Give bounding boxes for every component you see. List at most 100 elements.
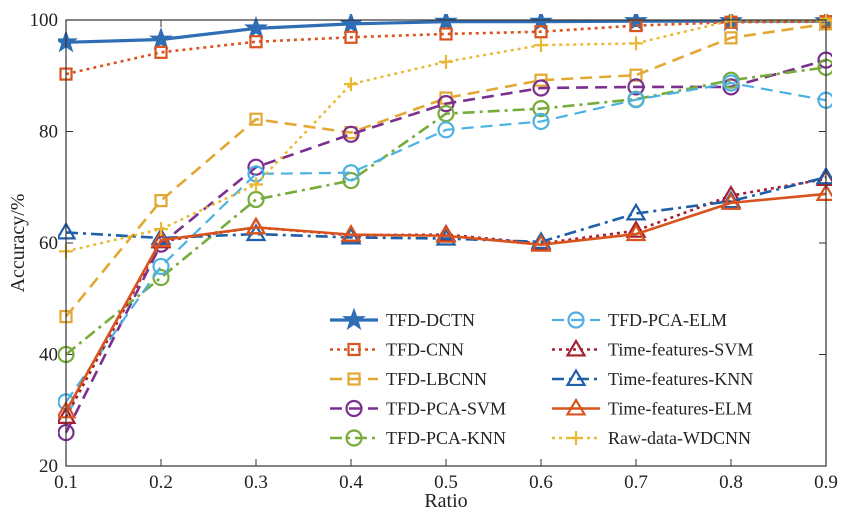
data-point-raw-data-wdcnn — [629, 36, 643, 51]
x-axis-label: Ratio — [424, 490, 467, 512]
legend-label: TFD-CNN — [386, 340, 464, 360]
data-point-raw-data-wdcnn — [344, 77, 358, 92]
legend-label: Raw-data-WDCNN — [608, 428, 751, 448]
x-tick-label: 0.2 — [149, 472, 173, 493]
data-point-tfd-pca-elm — [437, 121, 455, 139]
data-point-tfd-pca-knn — [247, 190, 265, 209]
series-time-features-elm — [58, 183, 832, 419]
legend-item-tfd-dctn: TFD-DCTN — [330, 307, 475, 331]
data-point-tfd-pca-knn — [532, 100, 550, 118]
plot-frame — [65, 19, 827, 467]
series-line-tfd-pca-knn — [65, 66, 827, 356]
legend-swatch-marker — [565, 397, 587, 416]
legend-swatch-marker — [569, 431, 583, 445]
legend-label: TFD-PCA-KNN — [386, 428, 506, 448]
legend-swatch-marker — [345, 429, 363, 447]
x-tick-label: 0.7 — [624, 472, 648, 493]
data-point-tfd-pca-svm — [342, 125, 360, 143]
series-tfd-dctn — [58, 14, 832, 53]
legend-item-time-features-svm: Time-features-SVM — [552, 338, 753, 360]
data-point-tfd-cnn — [249, 35, 263, 49]
data-point-tfd-pca-svm — [437, 95, 455, 113]
x-tick-label: 0.3 — [244, 472, 268, 493]
legend-item-tfd-cnn: TFD-CNN — [330, 340, 464, 360]
series-raw-data-wdcnn — [59, 14, 832, 259]
data-point-tfd-dctn — [339, 14, 363, 35]
data-point-tfd-lbcnn — [629, 68, 643, 82]
data-point-tfd-lbcnn — [724, 31, 738, 45]
legend-label: Time-features-KNN — [608, 369, 753, 389]
legend-swatch-marker — [567, 311, 585, 329]
legend-label: TFD-DCTN — [386, 310, 475, 330]
legend: TFD-DCTN TFD-CNN TFD-LBCNN TFD-PCA-SVM TFD-P… — [324, 300, 814, 458]
y-tick-label: 100 — [30, 10, 59, 31]
data-point-tfd-cnn — [439, 27, 453, 41]
x-tick-label: 0.1 — [54, 472, 78, 493]
data-point-time-features-elm — [340, 223, 362, 242]
data-point-tfd-pca-svm — [247, 158, 265, 176]
series-tfd-pca-knn — [58, 58, 832, 364]
legend-item-time-features-knn: Time-features-KNN — [552, 368, 753, 389]
data-point-tfd-lbcnn — [534, 73, 548, 87]
data-point-tfd-dctn — [149, 26, 173, 50]
legend-item-tfd-pca-knn: TFD-PCA-KNN — [330, 428, 506, 448]
data-point-tfd-cnn — [154, 45, 168, 59]
legend-label: Time-features-ELM — [608, 399, 752, 419]
legend-swatch-marker — [347, 342, 361, 357]
data-point-time-features-knn — [340, 226, 362, 245]
data-point-tfd-pca-elm — [342, 164, 360, 182]
data-point-time-features-elm — [435, 225, 457, 243]
data-point-tfd-cnn — [344, 30, 358, 44]
series-line-time-features-elm — [64, 192, 827, 413]
data-point-tfd-pca-elm — [627, 91, 645, 109]
data-point-tfd-pca-elm — [152, 257, 170, 276]
data-point-time-features-elm — [530, 234, 552, 252]
legend-swatch-marker — [347, 372, 361, 386]
y-tick-label: 40 — [39, 345, 58, 366]
y-tick-label: 80 — [39, 122, 58, 143]
data-point-tfd-pca-svm — [627, 78, 645, 96]
x-tick-label: 0.8 — [719, 472, 743, 493]
x-axis-ticks: 0.1 0.2 0.3 0.4 0.5 0.6 0.7 0.8 0.9 — [54, 20, 838, 493]
legend-item-tfd-pca-elm: TFD-PCA-ELM — [552, 310, 727, 330]
x-tick-label: 0.5 — [434, 472, 458, 493]
x-tick-label: 0.9 — [814, 472, 838, 493]
legend-item-raw-data-wdcnn: Raw-data-WDCNN — [552, 428, 751, 448]
data-point-tfd-pca-knn — [342, 171, 360, 190]
legend-swatch-marker — [342, 307, 366, 331]
data-point-tfd-cnn — [534, 25, 548, 39]
data-point-tfd-pca-elm — [722, 74, 740, 92]
data-point-time-features-elm — [720, 192, 742, 210]
data-point-time-features-knn — [150, 227, 172, 246]
data-point-raw-data-wdcnn — [154, 222, 168, 237]
y-tick-label: 60 — [39, 233, 58, 254]
legend-label: TFD-PCA-SVM — [386, 399, 506, 419]
data-point-raw-data-wdcnn — [439, 54, 453, 69]
y-tick-label: 20 — [39, 456, 58, 477]
data-point-tfd-pca-svm — [532, 79, 550, 97]
data-point-raw-data-wdcnn — [249, 177, 263, 192]
legend-swatch-marker — [565, 368, 587, 387]
series-line-raw-data-wdcnn — [65, 19, 826, 253]
x-tick-label: 0.4 — [339, 472, 363, 493]
legend-label: TFD-LBCNN — [386, 369, 487, 389]
x-tick-label: 0.6 — [529, 472, 553, 493]
series-line-tfd-lbcnn — [64, 22, 827, 318]
data-point-tfd-pca-elm — [532, 112, 550, 131]
data-point-tfd-lbcnn — [154, 194, 168, 208]
legend-label: TFD-PCA-ELM — [608, 310, 727, 330]
y-axis-ticks: 20 40 60 80 100 — [30, 10, 826, 477]
data-point-tfd-dctn — [529, 14, 553, 32]
y-axis-label: Accuracy/% — [7, 194, 29, 293]
data-point-time-features-elm — [245, 216, 267, 235]
data-point-tfd-lbcnn — [249, 112, 263, 126]
legend-item-time-features-elm: Time-features-ELM — [552, 397, 752, 419]
series-line-tfd-pca-svm — [64, 58, 827, 434]
data-point-tfd-dctn — [244, 15, 268, 39]
data-point-time-features-elm — [150, 229, 172, 248]
data-point-tfd-dctn — [434, 14, 458, 32]
data-point-raw-data-wdcnn — [534, 38, 548, 53]
legend-label: Time-features-SVM — [608, 340, 753, 360]
legend-swatch-marker — [345, 399, 363, 418]
